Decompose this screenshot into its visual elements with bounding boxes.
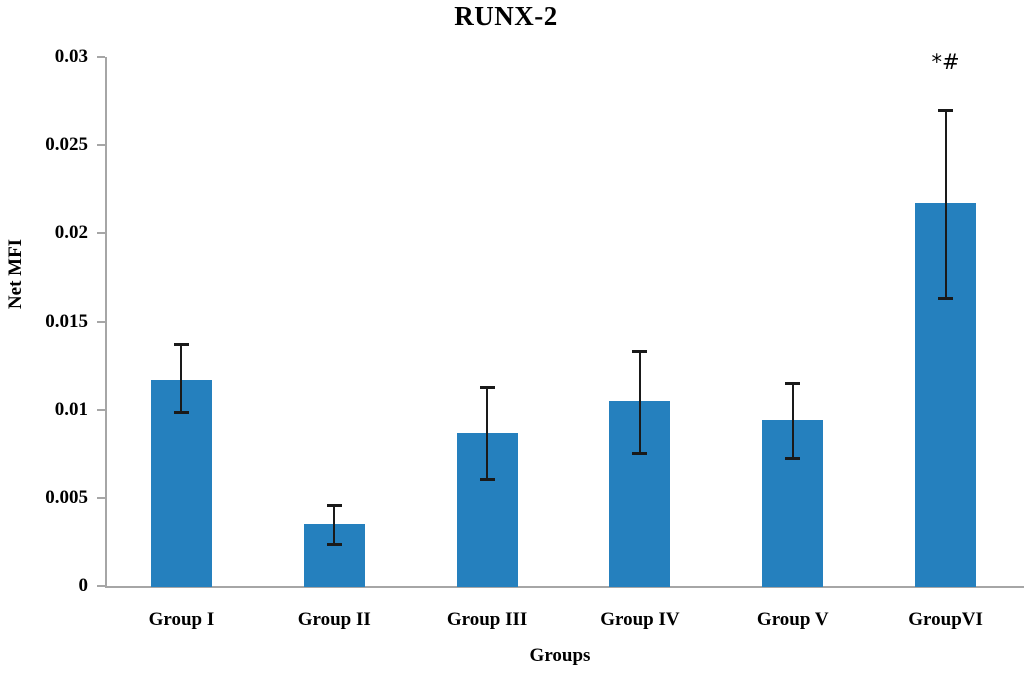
x-category-label: Group IV: [600, 609, 680, 630]
error-bar-cap-bottom: [326, 543, 342, 547]
x-category-label: GroupVI: [908, 609, 983, 630]
error-bar-line: [333, 504, 336, 546]
error-bar-cap-top: [479, 385, 495, 389]
error-bar-cap-bottom: [632, 451, 648, 455]
y-axis-tick: [97, 56, 105, 58]
y-axis-tick: [97, 408, 105, 411]
y-tick-label: 0.015: [45, 310, 88, 332]
y-tick-label: 0: [78, 575, 89, 596]
error-bar-cap-top: [785, 382, 801, 386]
x-axis-title: Groups: [529, 645, 591, 666]
error-bar-cap-bottom: [173, 411, 189, 415]
error-bar-line: [486, 386, 489, 481]
x-category-label: Group II: [297, 609, 371, 630]
y-axis-title: Net MFI: [5, 238, 26, 310]
plot-area: [105, 57, 1024, 588]
y-tick-label: 0.025: [45, 134, 88, 156]
error-bar-line: [638, 351, 641, 454]
x-category-label: Group III: [446, 609, 528, 630]
y-axis-tick: [97, 496, 105, 499]
error-bar-line: [791, 383, 794, 460]
error-bar-cap-top: [326, 503, 342, 507]
error-bar-line: [944, 109, 947, 299]
error-bar-cap-bottom: [479, 478, 495, 482]
error-bar-cap-top: [173, 343, 189, 347]
x-category-label: Group V: [756, 609, 829, 630]
error-bar-cap-bottom: [938, 296, 954, 300]
y-axis-tick: [97, 320, 105, 323]
significance-annotation: *#: [931, 50, 960, 75]
error-bar-cap-bottom: [785, 457, 801, 461]
y-axis-tick: [97, 585, 105, 587]
y-tick-label: 0.005: [45, 486, 88, 508]
error-bar-cap-top: [632, 350, 648, 354]
bar-group-i: [150, 379, 212, 587]
y-axis-tick: [97, 232, 105, 235]
x-category-label: Group I: [148, 609, 215, 630]
y-tick-label: 0.02: [54, 222, 88, 244]
chart-title: RUNX-2: [454, 1, 558, 31]
y-tick-label: 0.01: [54, 398, 88, 420]
error-bar-line: [180, 344, 183, 414]
y-tick-label: 0.03: [54, 46, 88, 67]
y-axis-tick: [97, 144, 105, 147]
error-bar-cap-top: [938, 108, 954, 112]
